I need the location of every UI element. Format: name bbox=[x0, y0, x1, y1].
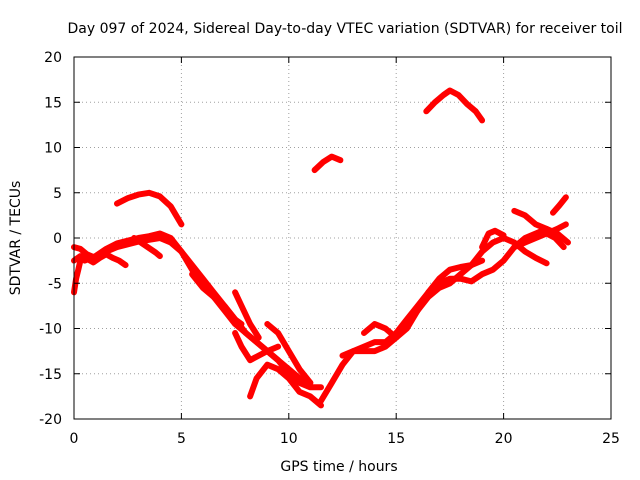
y-tick-label: 15 bbox=[44, 95, 62, 111]
y-tick-label: 5 bbox=[53, 186, 62, 202]
data-series-5 bbox=[114, 189, 185, 228]
y-tick-label: -10 bbox=[39, 322, 62, 338]
y-tick-label: -5 bbox=[48, 276, 62, 292]
x-tick-label: 10 bbox=[280, 431, 298, 447]
x-tick-label: 5 bbox=[177, 431, 186, 447]
chart-title: Day 097 of 2024, Sidereal Day-to-day VTE… bbox=[67, 21, 622, 37]
x-tick-label: 15 bbox=[387, 431, 405, 447]
data-series-18 bbox=[511, 207, 571, 246]
data-series-21 bbox=[543, 230, 567, 251]
x-axis-label: GPS time / hours bbox=[280, 459, 397, 475]
data-series-17 bbox=[479, 227, 507, 251]
data-series-6 bbox=[131, 235, 163, 260]
data-series-2 bbox=[71, 257, 84, 296]
y-tick-label: 20 bbox=[44, 50, 62, 66]
x-tick-label: 0 bbox=[70, 431, 79, 447]
data-series-20 bbox=[550, 194, 569, 216]
x-tick-label: 25 bbox=[602, 431, 620, 447]
data-series-10 bbox=[247, 361, 324, 409]
data-series-8 bbox=[232, 289, 262, 341]
axis-ticks: 0 5 10 15 20 25 -20 -15 -10 -5 0 5 10 15 20 bbox=[39, 50, 620, 447]
x-tick-label: 20 bbox=[495, 431, 513, 447]
y-tick-label: 0 bbox=[53, 231, 62, 247]
data-series-7 bbox=[189, 271, 245, 327]
data-series-19 bbox=[511, 221, 569, 251]
y-tick-label: -15 bbox=[39, 367, 62, 383]
data-series-9 bbox=[232, 330, 282, 364]
data-series bbox=[71, 87, 571, 409]
data-series-11 bbox=[264, 321, 314, 386]
data-series-15 bbox=[311, 153, 344, 174]
y-tick-label: -20 bbox=[39, 412, 62, 428]
y-tick-label: 10 bbox=[44, 141, 62, 157]
data-series-16 bbox=[423, 87, 486, 124]
y-axis-label: SDTVAR / TECUs bbox=[8, 181, 24, 296]
